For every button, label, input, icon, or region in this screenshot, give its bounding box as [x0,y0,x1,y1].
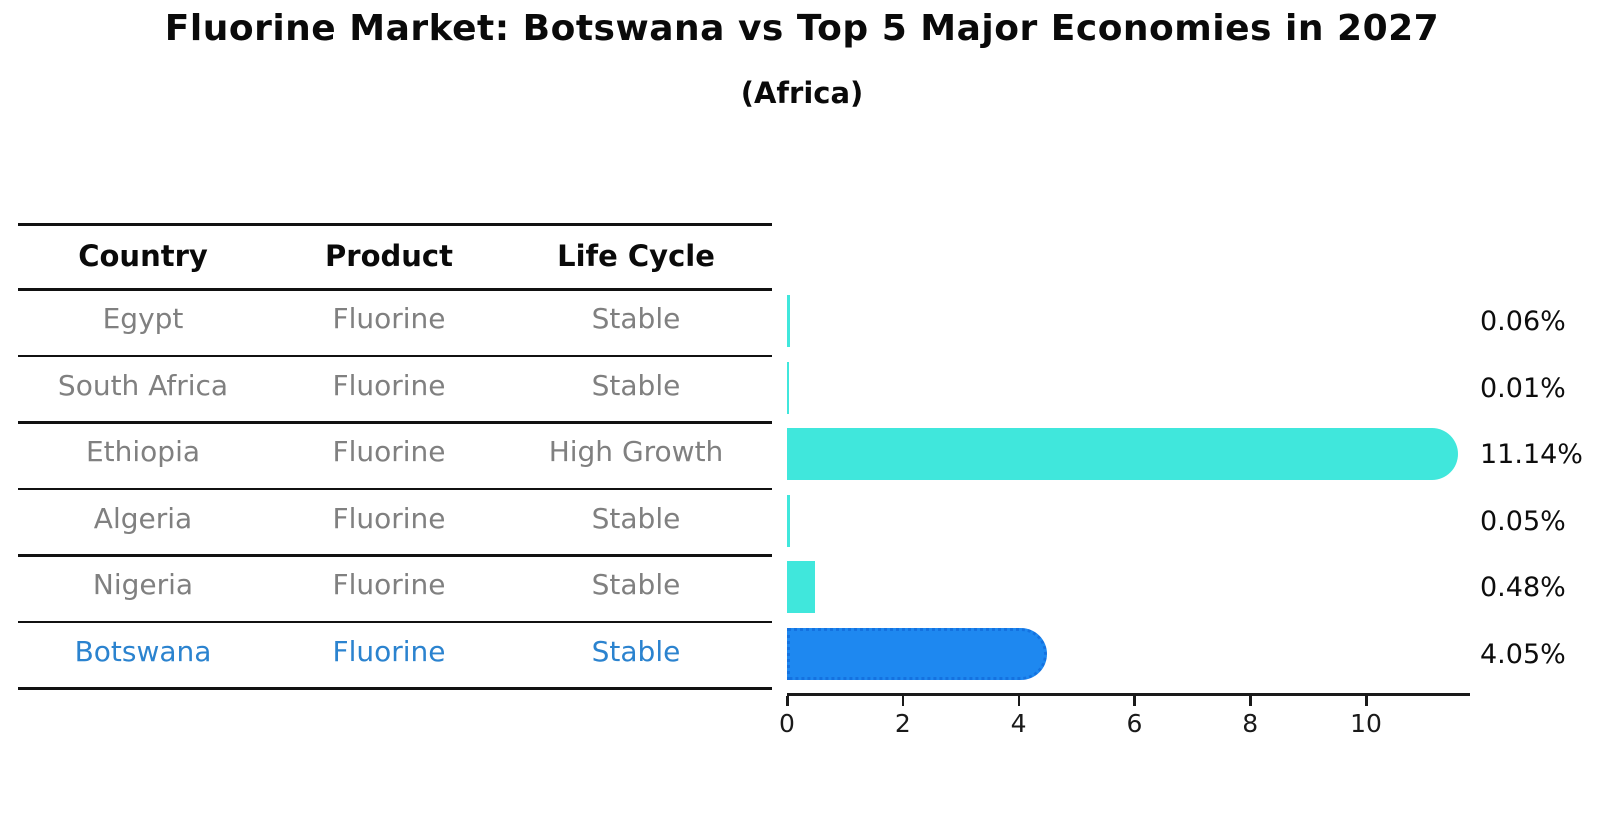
bar-value-label: 0.48% [1480,572,1566,604]
table-cell-life-cycle: Stable [591,501,681,535]
row-separator [18,687,772,690]
x-axis-line [787,693,1470,696]
table-cell-life-cycle: High Growth [548,435,724,469]
table-cell-life-cycle: Stable [591,568,681,602]
row-separator [18,620,772,623]
x-tick [1365,696,1368,706]
table-cell-country: Algeria [93,501,193,535]
table-cell-country: Nigeria [92,568,194,602]
x-tick [1017,696,1021,706]
x-tick-label: 10 [1350,709,1382,738]
table-cell-product: Fluorine [332,568,446,602]
bar [787,295,791,348]
x-tick-label: 4 [1010,709,1027,738]
table-cell-product: Fluorine [332,368,446,402]
table-cell-life-cycle: Stable [591,368,681,402]
row-separator [18,288,772,291]
row-separator [18,223,772,226]
x-tick-label: 6 [1126,709,1143,738]
bar-highlight-botswana [787,627,1048,680]
x-tick-label: 2 [894,709,911,738]
table-cell-country: Ethiopia [85,435,201,469]
bar-value-label: 0.05% [1480,505,1566,537]
bar-value-label: 4.05% [1480,638,1566,670]
table-cell-country: South Africa [57,368,229,402]
bar [787,361,789,414]
table-cell-product: Fluorine [332,435,446,469]
bar [787,494,790,547]
table-header-country: Country [78,239,208,273]
table-header-product: Product [325,239,453,273]
table-cell-life-cycle: Stable [591,634,681,668]
x-tick [901,696,905,706]
x-tick-label: 8 [1242,709,1259,738]
table-cell-life-cycle: Stable [591,302,681,336]
x-tick-label: 0 [779,709,795,738]
bar [787,428,1458,481]
bar [787,561,815,614]
row-separator [18,421,772,424]
x-tick [1133,696,1136,706]
table-cell-product: Fluorine [332,634,446,668]
row-separator [18,354,772,357]
row-separator [18,554,772,557]
table-cell-country: Egypt [102,302,184,336]
table-header-life-cycle: Life Cycle [557,239,715,273]
bar-value-label: 0.06% [1480,306,1566,338]
x-tick [786,696,789,706]
table-cell-product: Fluorine [332,302,446,336]
table-cell-country: Botswana [74,634,212,668]
row-separator [18,487,772,490]
x-tick [1249,696,1252,706]
table-cell-product: Fluorine [332,501,446,535]
chart-title: Fluorine Market: Botswana vs Top 5 Major… [164,8,1440,49]
chart-subtitle: (Africa) [740,76,864,110]
bar-value-label: 11.14% [1480,439,1583,471]
bar-value-label: 0.01% [1480,372,1566,404]
